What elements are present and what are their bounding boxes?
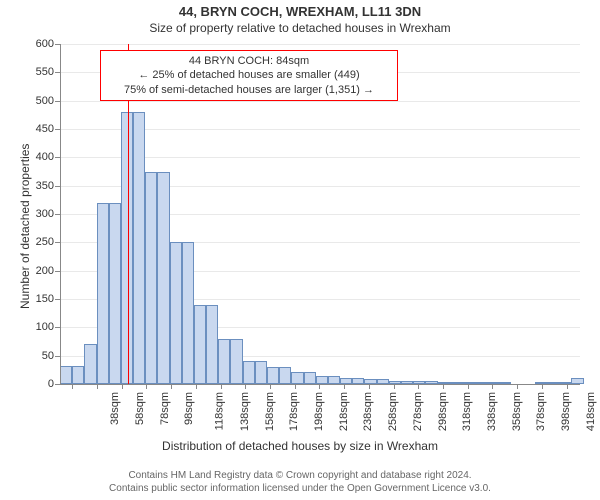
xtick-mark bbox=[369, 384, 370, 389]
xtick-mark bbox=[567, 384, 568, 389]
xtick-mark bbox=[270, 384, 271, 389]
xtick-label: 58sqm bbox=[134, 392, 146, 425]
footnote-line-1: Contains HM Land Registry data © Crown c… bbox=[0, 470, 600, 483]
xtick-label: 358sqm bbox=[511, 392, 523, 431]
xtick-label: 218sqm bbox=[338, 392, 350, 431]
xtick-label: 78sqm bbox=[159, 392, 171, 425]
y-axis-line bbox=[60, 44, 61, 384]
xtick-mark bbox=[245, 384, 246, 389]
xtick-label: 318sqm bbox=[461, 392, 473, 431]
annotation-box: 44 BRYN COCH: 84sqm ← 25% of detached ho… bbox=[100, 50, 398, 101]
xtick-mark bbox=[418, 384, 419, 389]
histogram-bar bbox=[121, 112, 133, 384]
xtick-label: 118sqm bbox=[213, 392, 225, 430]
title-line-2: Size of property relative to detached ho… bbox=[0, 21, 600, 35]
annotation-line-1: 44 BRYN COCH: 84sqm bbox=[107, 54, 391, 68]
xtick-mark bbox=[295, 384, 296, 389]
xtick-mark bbox=[492, 384, 493, 389]
histogram-bar bbox=[267, 367, 279, 384]
xtick-label: 398sqm bbox=[560, 392, 572, 431]
xtick-mark bbox=[443, 384, 444, 389]
xtick-mark bbox=[344, 384, 345, 389]
xtick-mark bbox=[221, 384, 222, 389]
histogram-bar bbox=[133, 112, 145, 384]
histogram-bar bbox=[304, 372, 316, 384]
histogram-bar bbox=[145, 172, 157, 385]
x-axis-label: Distribution of detached houses by size … bbox=[0, 439, 600, 453]
figure-container: 44, BRYN COCH, WREXHAM, LL11 3DN Size of… bbox=[0, 0, 600, 500]
footnote-line-2: Contains public sector information licen… bbox=[0, 483, 600, 496]
histogram-bar bbox=[170, 242, 182, 384]
xtick-mark bbox=[542, 384, 543, 389]
xtick-label: 338sqm bbox=[486, 392, 498, 431]
xtick-label: 138sqm bbox=[239, 392, 251, 431]
histogram-bar bbox=[206, 305, 218, 384]
xtick-mark bbox=[196, 384, 197, 389]
xtick-mark bbox=[97, 384, 98, 389]
xtick-label: 238sqm bbox=[363, 392, 375, 431]
ytick-label: 50 bbox=[26, 350, 54, 362]
gridline bbox=[60, 44, 580, 45]
xtick-mark bbox=[319, 384, 320, 389]
histogram-bar bbox=[97, 203, 109, 384]
histogram-bar bbox=[72, 366, 84, 384]
ytick-label: 0 bbox=[26, 378, 54, 390]
xtick-label: 278sqm bbox=[412, 392, 424, 431]
histogram-bar bbox=[328, 376, 340, 385]
histogram-bar bbox=[182, 242, 194, 384]
xtick-mark bbox=[468, 384, 469, 389]
xtick-mark bbox=[171, 384, 172, 389]
xtick-label: 298sqm bbox=[437, 392, 449, 431]
histogram-bar bbox=[255, 361, 267, 384]
histogram-bar bbox=[109, 203, 121, 384]
title-line-1: 44, BRYN COCH, WREXHAM, LL11 3DN bbox=[0, 4, 600, 19]
xtick-label: 378sqm bbox=[536, 392, 548, 431]
xtick-label: 158sqm bbox=[264, 392, 276, 431]
histogram-bar bbox=[218, 339, 230, 384]
histogram-bar bbox=[230, 339, 242, 384]
annotation-line-2: ← 25% of detached houses are smaller (44… bbox=[107, 68, 391, 82]
xtick-label: 198sqm bbox=[313, 392, 325, 431]
histogram-bar bbox=[243, 361, 255, 384]
histogram-bar bbox=[279, 367, 291, 384]
xtick-label: 258sqm bbox=[387, 392, 399, 431]
ytick-label: 450 bbox=[26, 123, 54, 135]
xtick-mark bbox=[72, 384, 73, 389]
histogram-bar bbox=[157, 172, 169, 385]
histogram-bar bbox=[60, 366, 72, 384]
histogram-bar bbox=[84, 344, 96, 384]
xtick-label: 418sqm bbox=[585, 392, 597, 431]
annotation-line-3: 75% of semi-detached houses are larger (… bbox=[107, 83, 391, 97]
ytick-label: 550 bbox=[26, 66, 54, 78]
y-axis-label: Number of detached properties bbox=[18, 144, 32, 309]
ytick-label: 600 bbox=[26, 38, 54, 50]
xtick-mark bbox=[394, 384, 395, 389]
xtick-label: 38sqm bbox=[109, 392, 121, 425]
histogram-bar bbox=[291, 372, 303, 384]
histogram-bar bbox=[194, 305, 206, 384]
histogram-bar bbox=[316, 376, 328, 385]
xtick-label: 98sqm bbox=[183, 392, 195, 425]
xtick-mark bbox=[146, 384, 147, 389]
ytick-label: 100 bbox=[26, 321, 54, 333]
xtick-label: 178sqm bbox=[288, 392, 300, 431]
footnote: Contains HM Land Registry data © Crown c… bbox=[0, 470, 600, 495]
ytick-label: 500 bbox=[26, 95, 54, 107]
xtick-mark bbox=[517, 384, 518, 389]
xtick-mark bbox=[122, 384, 123, 389]
